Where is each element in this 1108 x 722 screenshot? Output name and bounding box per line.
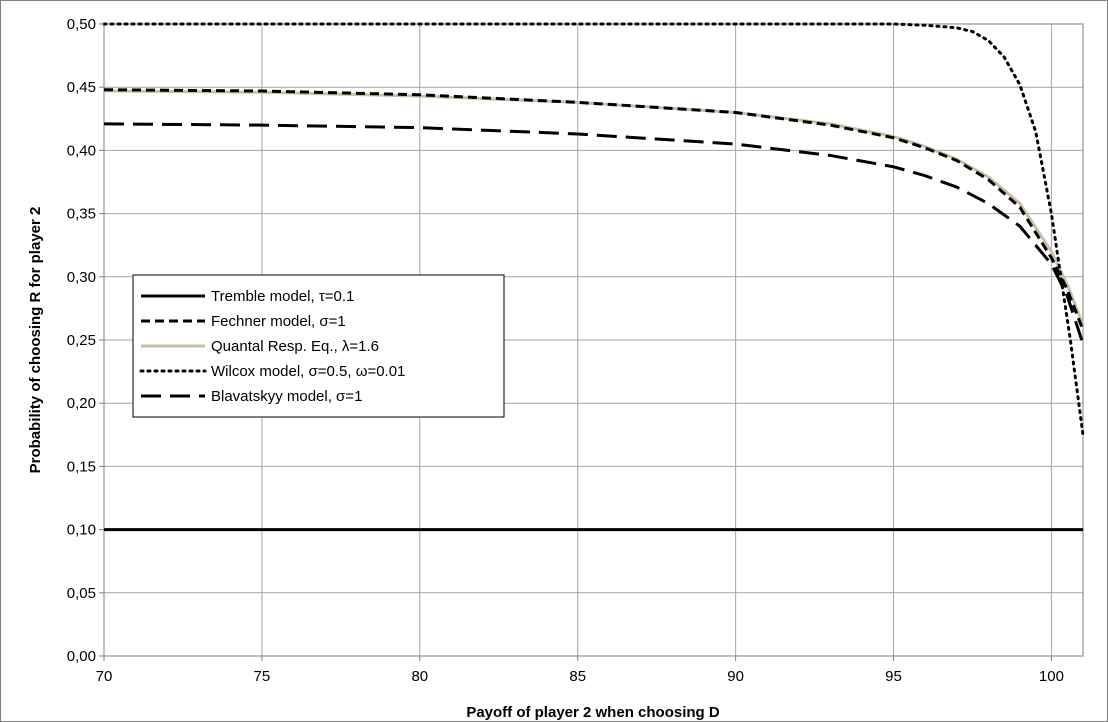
legend-label-5: Blavatskyy model, σ=1 xyxy=(211,388,362,405)
legend-label-3: Quantal Resp. Eq., λ=1.6 xyxy=(211,338,379,355)
y-tick-label: 0,35 xyxy=(67,206,96,223)
y-tick-label: 0,15 xyxy=(67,458,96,475)
tick-labels: 0,00 0,05 0,10 0,15 0,20 0,25 0,30 0,35 0,40 0,45… xyxy=(67,16,1064,685)
x-tick-label: 90 xyxy=(727,668,744,685)
y-tick-label: 0,30 xyxy=(67,269,96,286)
series-line-2 xyxy=(103,88,1085,331)
y-tick-label: 0,25 xyxy=(67,332,96,349)
legend-label-2: Fechner model, σ=1 xyxy=(211,313,346,330)
legend-label-4: Wilcox model, σ=0.5, ω=0.01 xyxy=(211,363,405,380)
x-tick-label: 95 xyxy=(885,668,902,685)
y-axis-title: Probability of choosing R for player 2 xyxy=(27,207,44,474)
legend: Tremble model, τ=0.1 Fechner model, σ=1 Qu… xyxy=(132,274,505,418)
x-tick-label: 80 xyxy=(411,668,428,685)
y-tick-label: 0,45 xyxy=(67,79,96,96)
y-tick-label: 0,50 xyxy=(67,16,96,33)
y-tick-label: 0,10 xyxy=(67,522,96,539)
y-tick-label: 0,00 xyxy=(67,648,96,665)
y-tick-label: 0,40 xyxy=(67,142,96,159)
x-axis-title: Payoff of player 2 when choosing D xyxy=(466,704,720,721)
x-tick-label: 70 xyxy=(96,668,113,685)
y-tick-label: 0,05 xyxy=(67,585,96,602)
y-tick-label: 0,20 xyxy=(67,395,96,412)
x-tick-label: 100 xyxy=(1039,668,1064,685)
x-tick-label: 85 xyxy=(569,668,586,685)
legend-label-1: Tremble model, τ=0.1 xyxy=(211,288,354,305)
x-tick-label: 75 xyxy=(254,668,271,685)
series-line-5 xyxy=(103,122,1085,345)
series-layer xyxy=(102,22,1085,532)
